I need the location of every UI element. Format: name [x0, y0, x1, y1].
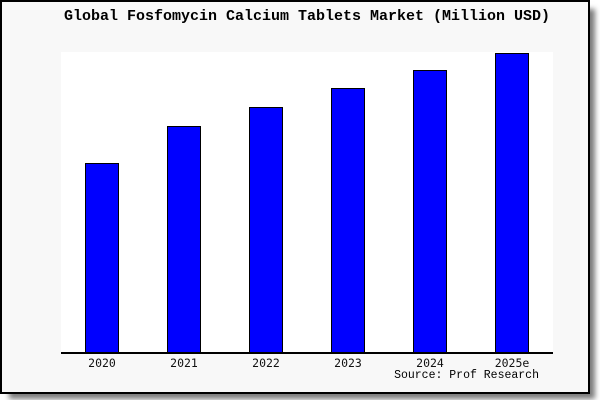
bar-slot-2022: [225, 107, 307, 352]
bar-slot-2024: [389, 70, 471, 352]
x-tick-label-2023: 2023: [334, 356, 362, 370]
x-tick-label-2021: 2021: [170, 356, 198, 370]
bar-2025e: [495, 53, 529, 352]
x-tick-label-2020: 2020: [88, 356, 116, 370]
x-tick-label-2024: 2024: [416, 356, 444, 370]
plot-area: [61, 52, 553, 354]
bar-slot-2023: [307, 88, 389, 352]
bar-2021: [167, 126, 201, 352]
bars-container: [61, 52, 553, 352]
x-axis-tick-labels: 2020 2021 2022 2023 2024 2025e: [61, 356, 553, 370]
chart-frame: Global Fosfomycin Calcium Tablets Market…: [0, 0, 590, 394]
chart-title: Global Fosfomycin Calcium Tablets Market…: [63, 8, 551, 25]
x-tick-label-2025e: 2025e: [494, 356, 530, 370]
bar-2023: [331, 88, 365, 352]
bar-slot-2021: [143, 126, 225, 352]
bar-2024: [413, 70, 447, 352]
x-tick-label-2022: 2022: [252, 356, 280, 370]
bar-slot-2025e: [471, 53, 553, 352]
bar-2022: [249, 107, 283, 352]
source-credit: Source: Prof Research: [394, 369, 539, 382]
bar-2020: [85, 163, 119, 352]
bar-slot-2020: [61, 163, 143, 352]
